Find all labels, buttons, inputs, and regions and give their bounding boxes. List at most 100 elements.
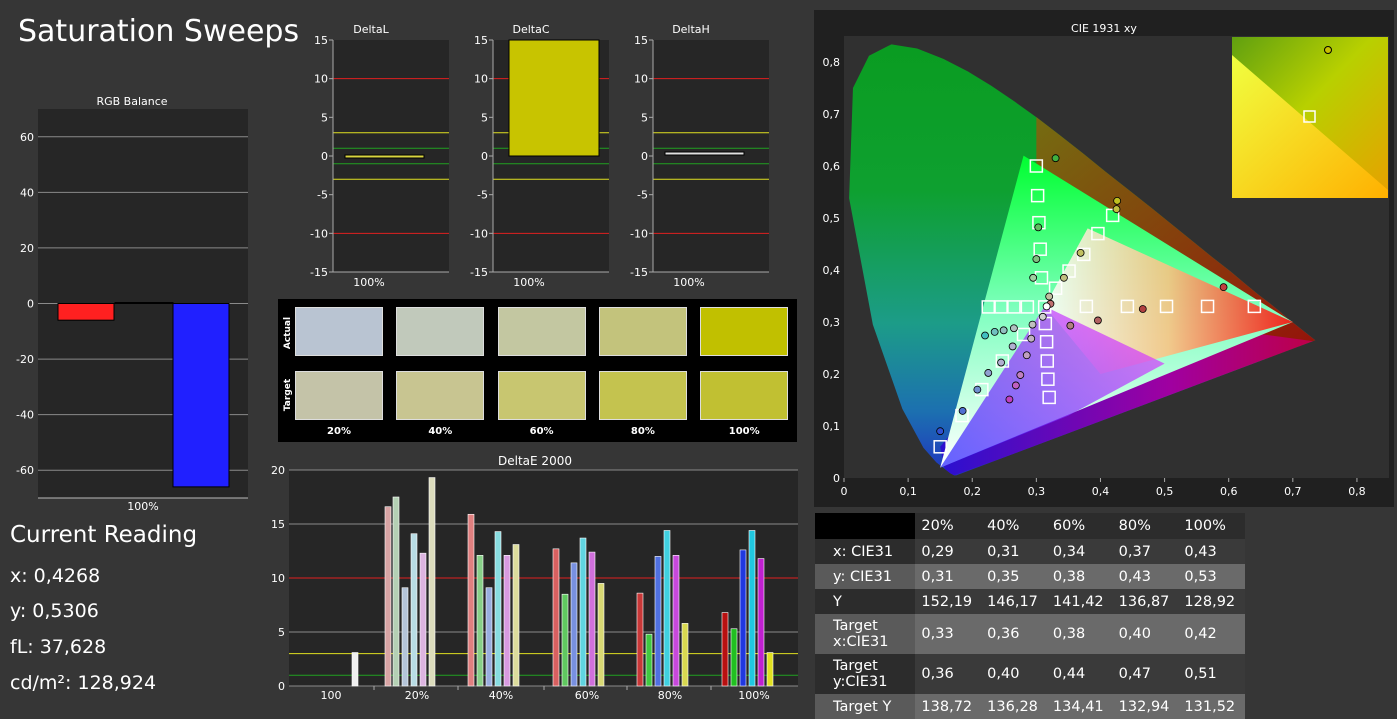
delta-title: DeltaL — [353, 23, 389, 36]
table-header-cell: 80% — [1112, 513, 1179, 539]
swatch-target — [598, 371, 687, 420]
rgb-balance-chart: RGB Balance 60 40 20 0 -20 -40 -60 100% — [16, 95, 248, 513]
cie-ytick-label: 0,6 — [823, 160, 841, 173]
rgb-ytick-label: 40 — [20, 186, 34, 199]
rgb-ytick-label: -40 — [16, 409, 34, 422]
cie-actual-point — [1011, 381, 1020, 390]
deltae-xtick-label: 100% — [738, 689, 769, 702]
table-cell: 136,87 — [1112, 589, 1179, 614]
deltae-xtick-label: 60% — [575, 689, 599, 702]
cie-actual-point — [990, 327, 999, 336]
deltae-bar — [485, 587, 493, 687]
cie-actual-point — [1066, 321, 1075, 330]
cie-actual-point — [1034, 223, 1043, 232]
deltae-bar — [588, 551, 596, 687]
cie-actual-point — [984, 369, 993, 377]
delta-ytick-label: -5 — [317, 189, 328, 202]
cie-actual-point — [1022, 351, 1031, 360]
cie-target-marker — [1048, 281, 1063, 295]
table-header-cell: 60% — [1046, 513, 1113, 539]
current-reading-title: Current Reading — [10, 522, 198, 548]
swatch-actual — [295, 307, 383, 356]
deltae-xtick-label: 20% — [405, 689, 429, 702]
delta-ytick-label: -5 — [477, 189, 488, 202]
cie-ytick-label: 0,4 — [823, 264, 841, 277]
deltae-bar — [721, 612, 729, 687]
cie-xtick-label: 0 — [841, 485, 848, 498]
cie-actual-point — [1008, 342, 1017, 351]
cie-ytick-label: 0,3 — [823, 316, 841, 329]
deltae-ytick-label: 5 — [278, 626, 285, 639]
delta-ytick-label: 5 — [481, 111, 488, 124]
cie-actual-point — [1027, 334, 1036, 343]
delta-ytick-label: 0 — [321, 150, 328, 163]
deltae-bar — [552, 548, 560, 687]
cie-target-marker — [1062, 264, 1076, 278]
cie-xtick-label: 0,3 — [1028, 485, 1046, 498]
cie-ytick-label: 0,8 — [823, 56, 841, 69]
delta-xlabel: 100% — [353, 276, 384, 289]
table-cell: 0,33 — [915, 614, 982, 654]
cie-xtick-label: 0,6 — [1220, 485, 1238, 498]
cie-target-marker — [1091, 226, 1105, 241]
delta-ytick-label: 5 — [321, 111, 328, 124]
table-cell: 0,37 — [1112, 539, 1179, 564]
deltae-ytick-label: 10 — [271, 572, 285, 585]
delta-ytick-label: 0 — [641, 150, 648, 163]
cie-target-marker — [1120, 299, 1135, 314]
table-cell: 0,38 — [1046, 564, 1113, 589]
table-cell: 0,31 — [915, 564, 982, 589]
rgb-ytick-label: -20 — [16, 353, 34, 366]
cie-actual-point — [1051, 154, 1060, 163]
swatch-label: 100% — [728, 426, 760, 437]
swatch-actual — [396, 307, 485, 356]
cie-actual-point — [999, 326, 1008, 335]
deltae-2000-chart: DeltaE 2000 20 15 10 5 0 100 20% 40% 60% 80% 100% — [271, 454, 798, 702]
deltae-xtick-label: 100 — [321, 689, 342, 702]
swatch-actual — [497, 307, 586, 356]
cie-actual-point — [981, 331, 989, 340]
table-header-row: 20% 40% 60% 80% 100% — [815, 513, 1245, 539]
table-header-cell: 20% — [915, 513, 982, 539]
deltae-bar — [428, 477, 436, 687]
table-cell: 0,35 — [981, 564, 1047, 589]
swatch-actual — [598, 307, 687, 356]
rgb-bar-red — [57, 303, 115, 321]
swatch-label: 40% — [428, 426, 453, 437]
table-cell: 0,47 — [1112, 654, 1179, 694]
delta-ytick-label: -10 — [630, 227, 648, 240]
swatch-target — [396, 371, 485, 420]
cie-title: CIE 1931 xy — [1071, 22, 1137, 35]
table-cell: 146,17 — [981, 589, 1047, 614]
delta-title: DeltaC — [512, 23, 549, 36]
cie-actual-point — [1076, 248, 1085, 257]
table-header-cell: 40% — [981, 513, 1047, 539]
deltae-bar — [410, 533, 418, 687]
cie-actual-point — [1060, 273, 1068, 282]
rgb-balance-xlabel: 100% — [127, 500, 158, 513]
cie-actual-point — [1112, 205, 1121, 214]
rgb-ytick-label: 60 — [20, 131, 34, 144]
delta-xlabel: 100% — [513, 276, 544, 289]
rgb-bar-blue — [172, 303, 230, 488]
cie-actual-point — [1028, 320, 1037, 329]
cie-xtick-label: 0,8 — [1348, 485, 1366, 498]
cie-table: 20% 40% 60% 80% 100% x: CIE31 0,29 0,31 0,34 0,37… — [815, 513, 1245, 719]
table-header-cell: 100% — [1178, 513, 1245, 539]
cie-xtick-label: 0,5 — [1156, 485, 1174, 498]
cie-actual-point — [1042, 302, 1051, 311]
delta-ytick-label: 10 — [634, 73, 648, 86]
swatch-label: 20% — [327, 426, 351, 437]
cie-ytick-label: 0,5 — [823, 212, 841, 225]
cie-target-marker — [1041, 372, 1055, 386]
delta-h-chart: DeltaH 15 10 5 0 -5 -10 -15 100% — [630, 23, 769, 289]
deltae-bar — [512, 544, 520, 687]
cie-xtick-label: 0,2 — [963, 485, 981, 498]
delta-bar — [664, 151, 745, 156]
cie-target-marker — [1030, 188, 1045, 203]
table-cell: 0,36 — [981, 614, 1047, 654]
cie-target-marker — [1079, 299, 1094, 314]
table-cell: 0,51 — [1178, 654, 1245, 694]
cie-target-marker — [1007, 300, 1021, 314]
cie-actual-point — [1005, 395, 1014, 404]
